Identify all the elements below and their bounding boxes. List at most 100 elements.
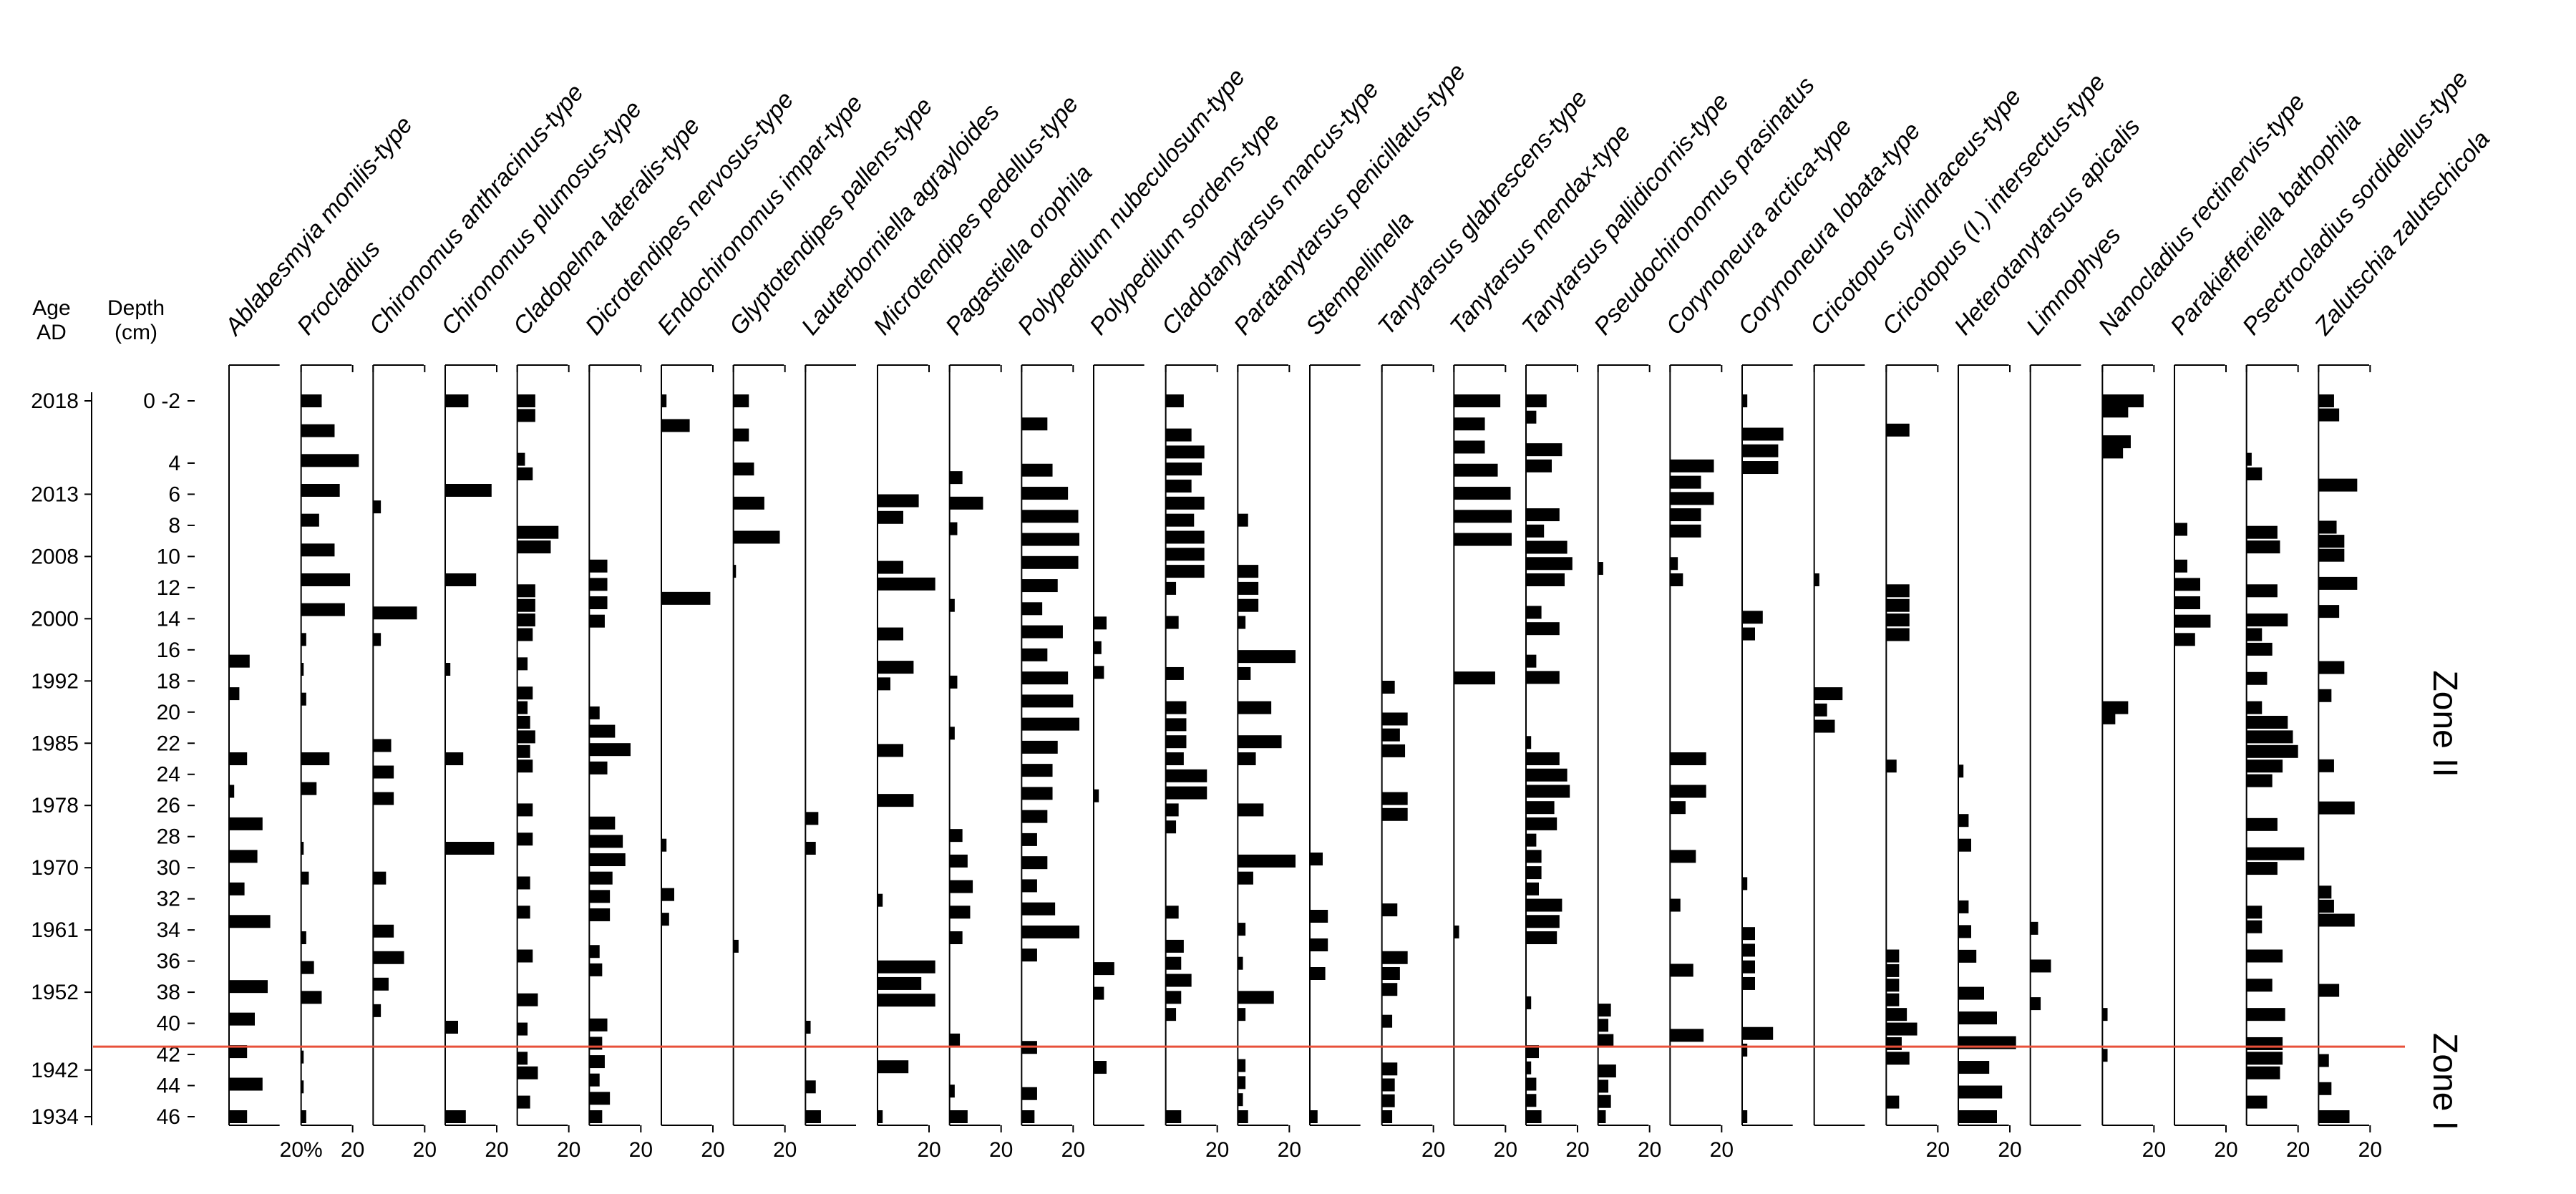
panel-tick-label: 20 [557, 1138, 580, 1162]
abundance-bar [805, 1110, 821, 1123]
abundance-bar [589, 1055, 605, 1069]
abundance-bar [1742, 943, 1755, 957]
abundance-bar [517, 409, 535, 422]
abundance-bar [1670, 459, 1714, 472]
age-tick-label: 1952 [31, 981, 79, 1004]
abundance-bar [949, 829, 963, 843]
abundance-bar [1526, 882, 1539, 896]
abundance-bar [589, 963, 603, 976]
depth-tick-label: 22 [157, 732, 180, 755]
abundance-bar [949, 854, 968, 868]
abundance-bar [2246, 701, 2262, 714]
abundance-bar [1238, 991, 1274, 1004]
abundance-bar [517, 657, 528, 671]
abundance-bar [733, 530, 780, 544]
abundance-bar [949, 727, 955, 740]
zone-label: Zone II [2426, 670, 2464, 777]
abundance-bar [1021, 555, 1079, 569]
abundance-bar [589, 761, 608, 775]
panel-tick-label: 20 [2214, 1138, 2237, 1162]
abundance-bar [1021, 487, 1069, 500]
abundance-bar [229, 1110, 248, 1123]
abundance-bar [1021, 671, 1069, 685]
zone-annotations: Zone II Zone I [93, 670, 2464, 1130]
abundance-bar [589, 1110, 603, 1123]
depth-tick-label: 24 [157, 763, 180, 787]
abundance-bar [1094, 641, 1102, 654]
abundance-bar [1886, 1008, 1907, 1021]
panel-tick-label: 20 [1998, 1138, 2021, 1162]
abundance-bar [1381, 951, 1408, 964]
abundance-bar [949, 931, 963, 944]
abundance-bar [1742, 611, 1763, 624]
abundance-bar [1310, 910, 1328, 923]
abundance-bar [1165, 565, 1205, 578]
abundance-bar [661, 888, 674, 901]
abundance-bar [1021, 417, 1048, 431]
abundance-bar [1814, 719, 1835, 733]
abundance-bar [949, 906, 971, 919]
panel-tick-label: 20 [1638, 1138, 1661, 1162]
abundance-bar [517, 833, 533, 846]
abundance-bar [373, 739, 392, 752]
depth-tick-label: 40 [157, 1012, 180, 1036]
abundance-bar [2102, 435, 2131, 449]
abundance-bar [2174, 614, 2211, 628]
taxon-panel: Limnophyes [2021, 222, 2127, 1126]
panel-tick-label: 20 [1061, 1138, 1085, 1162]
abundance-bar [1021, 579, 1058, 593]
abundance-bar [301, 603, 345, 616]
abundance-bar [1165, 752, 1184, 765]
abundance-bar [1021, 764, 1053, 777]
abundance-bar [1598, 1110, 1606, 1123]
abundance-bar [589, 871, 613, 885]
abundance-bar [1021, 833, 1037, 846]
abundance-bar [1381, 983, 1398, 996]
abundance-bar [1886, 979, 1900, 992]
abundance-bar [1526, 752, 1560, 765]
abundance-bar [1381, 792, 1408, 805]
abundance-bar [2318, 885, 2332, 899]
abundance-bar [1886, 423, 1910, 437]
abundance-bar [301, 692, 306, 706]
abundance-bar [1526, 524, 1545, 538]
abundance-bar [1238, 1093, 1243, 1107]
abundance-bar [2246, 920, 2262, 933]
abundance-bar [1381, 967, 1400, 980]
abundance-bar [2318, 535, 2345, 548]
abundance-bar [517, 394, 535, 407]
abundance-bar [1670, 898, 1681, 912]
abundance-bar [1598, 1004, 1611, 1017]
abundance-bar [2318, 478, 2358, 492]
abundance-bar [2246, 744, 2298, 758]
abundance-bar [1238, 752, 1256, 765]
abundance-bar [733, 496, 764, 510]
abundance-bar [2318, 576, 2358, 590]
abundance-bar [2246, 906, 2262, 919]
abundance-bar [2318, 605, 2340, 618]
abundance-bar [1958, 814, 1969, 827]
abundance-bar [589, 816, 616, 830]
abundance-bar [589, 596, 608, 610]
abundance-bar [1238, 854, 1296, 868]
age-tick-label: 1985 [31, 732, 79, 755]
abundance-bar [2246, 759, 2283, 773]
abundance-bar [2246, 525, 2278, 539]
abundance-bar [1454, 671, 1495, 685]
taxon-panel: Polypedilum sordens-type [1084, 108, 1285, 1126]
abundance-bar [878, 577, 935, 591]
abundance-bar [661, 838, 667, 852]
abundance-bar [589, 1037, 603, 1050]
depth-tick-label: 28 [157, 825, 180, 849]
abundance-bar [1238, 513, 1248, 527]
abundance-bar [301, 1110, 306, 1123]
abundance-bar [1670, 573, 1683, 586]
abundance-bar [445, 484, 492, 497]
depth-tick-label: 26 [157, 794, 180, 817]
abundance-bar [1381, 681, 1395, 694]
